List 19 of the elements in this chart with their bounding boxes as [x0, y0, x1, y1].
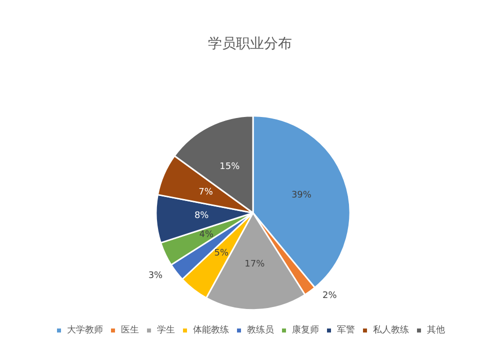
- data-label: 4%: [199, 230, 214, 240]
- data-label: 17%: [244, 259, 266, 270]
- chart-title: 学员职业分布: [208, 36, 292, 52]
- legend-label: 康复师: [292, 324, 319, 336]
- legend-label: 学生: [157, 324, 175, 336]
- data-label: 5%: [214, 248, 230, 259]
- legend-label: 军警: [337, 324, 355, 336]
- legend-label: 体能教练: [193, 324, 229, 336]
- data-label: 7%: [198, 187, 214, 198]
- legend-label: 其他: [427, 324, 445, 336]
- legend-label: 私人教练: [373, 324, 409, 336]
- legend-label: 大学教师: [67, 324, 103, 336]
- legend-label: 医生: [121, 324, 139, 336]
- data-label: 15%: [220, 162, 240, 172]
- data-label: 39%: [291, 190, 312, 200]
- legend-label: 教练员: [247, 324, 274, 336]
- data-label: 8%: [194, 211, 210, 222]
- data-label: 3%: [148, 270, 164, 281]
- data-label: 2%: [322, 291, 338, 302]
